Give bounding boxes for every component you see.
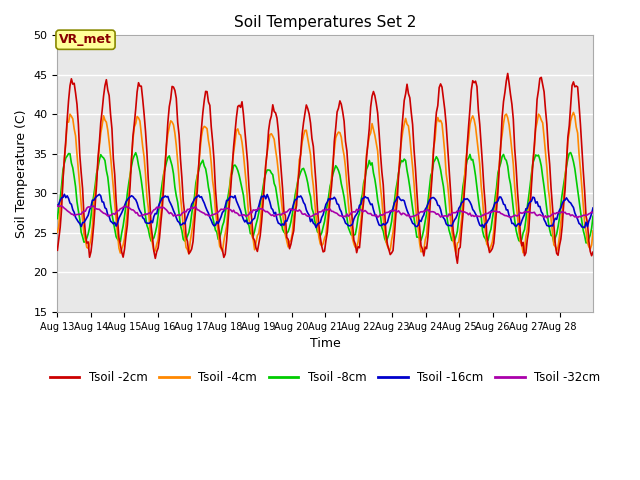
Y-axis label: Soil Temperature (C): Soil Temperature (C) [15,109,28,238]
X-axis label: Time: Time [310,337,340,350]
Text: VR_met: VR_met [59,33,112,46]
Legend: Tsoil -2cm, Tsoil -4cm, Tsoil -8cm, Tsoil -16cm, Tsoil -32cm: Tsoil -2cm, Tsoil -4cm, Tsoil -8cm, Tsoi… [45,367,605,389]
Title: Soil Temperatures Set 2: Soil Temperatures Set 2 [234,15,417,30]
